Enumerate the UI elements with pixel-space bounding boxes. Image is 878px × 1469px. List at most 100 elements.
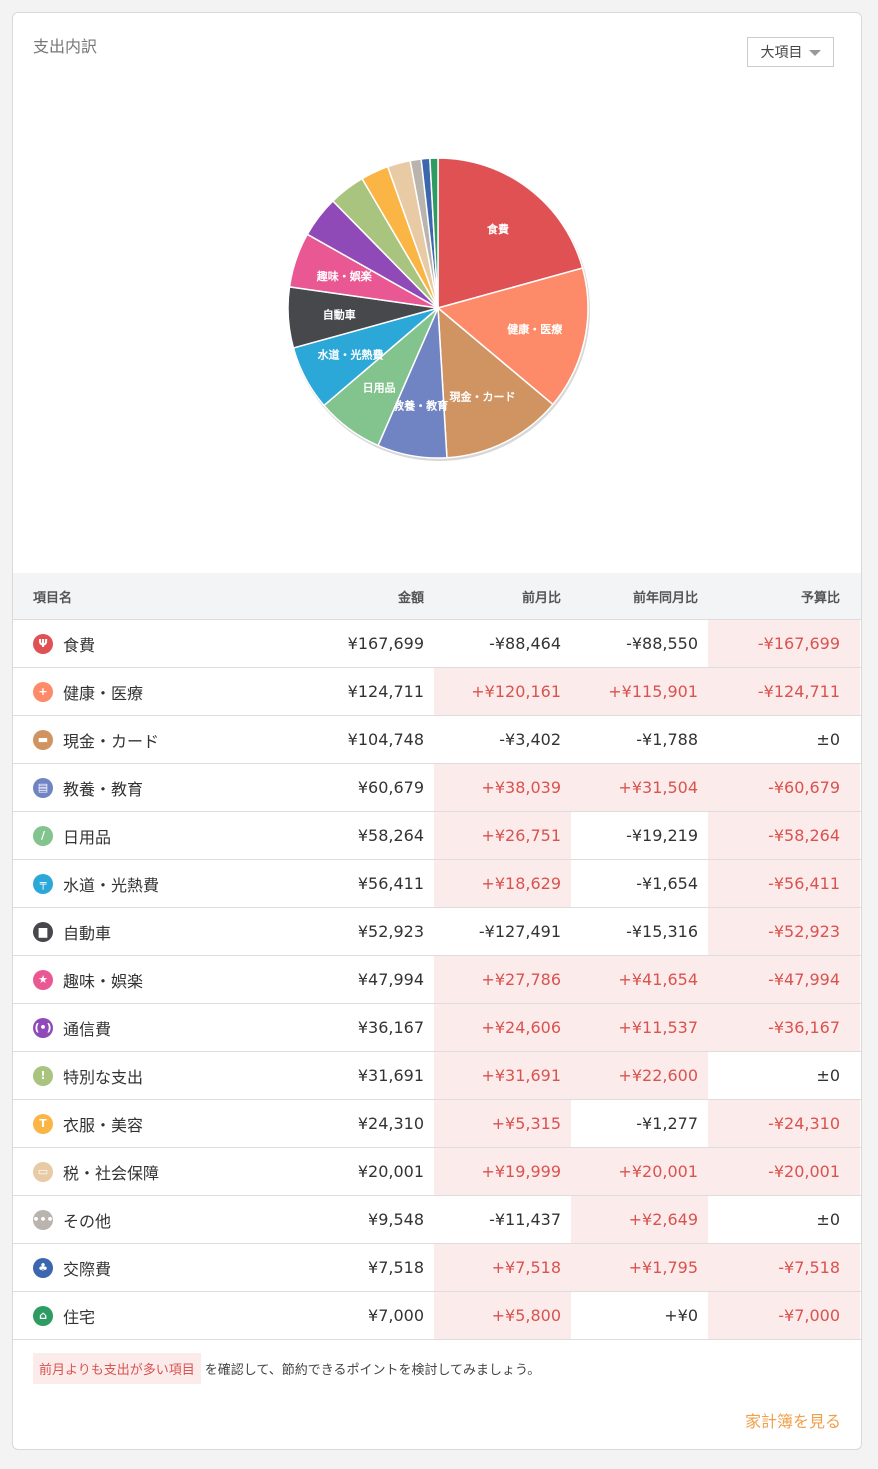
- pie-slice-label: 現金・カード: [449, 389, 515, 403]
- pie-slice[interactable]: [429, 157, 439, 309]
- pie-slice-label: 教養・教育: [392, 398, 448, 412]
- pie-slice-label: 健康・医療: [507, 322, 563, 336]
- table-row: ▤ 教養・教育 ¥60,679 +¥38,039 +¥31,504 -¥60,679: [13, 764, 861, 812]
- row-budget: -¥7,000: [708, 1292, 860, 1339]
- row-category: + 健康・医療: [13, 668, 284, 715]
- antenna-icon: ((•)): [29, 1017, 57, 1038]
- row-mom: +¥5,315: [434, 1100, 571, 1147]
- house-icon: ⌂: [33, 1305, 53, 1326]
- table-row: ••• その他 ¥9,548 -¥11,437 +¥2,649 ±0: [13, 1196, 861, 1244]
- row-budget: ±0: [816, 730, 840, 749]
- row-yoy: +¥115,901: [571, 668, 708, 715]
- expense-table: 項目名 金額 前月比 前年同月比 予算比 Ψ 食費 ¥167,699 -¥88,464…: [13, 573, 861, 1340]
- row-yoy: +¥2,649: [571, 1196, 708, 1243]
- pie-slice-label: 水道・光熱費: [318, 347, 384, 361]
- row-yoy: -¥15,316: [626, 922, 698, 941]
- table-row: ▭ 税・社会保障 ¥20,001 +¥19,999 +¥20,001 -¥20,001: [13, 1148, 861, 1196]
- row-category: ⌂ 住宅: [13, 1292, 284, 1339]
- row-budget: -¥60,679: [708, 764, 860, 811]
- card-title: 支出内訳: [33, 37, 98, 56]
- row-amount: ¥9,548: [368, 1210, 424, 1229]
- table-row: ⌂ 住宅 ¥7,000 +¥5,800 +¥0 -¥7,000: [13, 1292, 861, 1340]
- book-icon: ▤: [33, 777, 53, 798]
- row-yoy: +¥1,795: [571, 1244, 708, 1291]
- toothbrush-icon: /: [33, 825, 53, 846]
- row-category-label: 日用品: [63, 827, 112, 847]
- row-yoy: +¥22,600: [571, 1052, 708, 1099]
- row-mom: +¥7,518: [434, 1244, 571, 1291]
- row-category: / 日用品: [13, 812, 284, 859]
- row-mom: +¥27,786: [434, 956, 571, 1003]
- table-row: ((•)) 通信費 ¥36,167 +¥24,606 +¥11,537 -¥36,167: [13, 1004, 861, 1052]
- dots-icon: •••: [32, 1209, 54, 1230]
- row-yoy: -¥1,277: [636, 1114, 698, 1133]
- row-mom: +¥120,161: [434, 668, 571, 715]
- row-category: ▤ 教養・教育: [13, 764, 284, 811]
- row-amount: ¥104,748: [347, 730, 424, 749]
- row-category-label: 自動車: [63, 923, 112, 943]
- chevron-down-icon: [808, 50, 821, 56]
- header-amount: 金額: [397, 590, 424, 606]
- pie-slice-label: 日用品: [363, 382, 396, 395]
- pie-slice[interactable]: [436, 267, 589, 406]
- faucet-icon: ╤: [33, 873, 53, 894]
- row-category: ╤ 水道・光熱費: [13, 860, 284, 907]
- row-category-label: 衣服・美容: [63, 1115, 144, 1135]
- row-budget: ±0: [816, 1210, 840, 1229]
- row-amount: ¥7,518: [368, 1258, 424, 1277]
- table-row: ▬ 現金・カード ¥104,748 -¥3,402 -¥1,788 ±0: [13, 716, 861, 764]
- row-amount: ¥7,000: [368, 1306, 424, 1325]
- row-amount: ¥31,691: [357, 1066, 424, 1085]
- row-category: T 衣服・美容: [13, 1100, 284, 1147]
- table-row: ★ 趣味・娯楽 ¥47,994 +¥27,786 +¥41,654 -¥47,994: [13, 956, 861, 1004]
- row-mom: -¥11,437: [489, 1210, 561, 1229]
- row-mom: +¥38,039: [434, 764, 571, 811]
- row-category-label: 水道・光熱費: [63, 875, 160, 895]
- row-yoy: -¥1,788: [636, 730, 698, 749]
- header-yoy: 前年同月比: [632, 590, 698, 606]
- row-yoy: -¥1,654: [636, 874, 698, 893]
- row-budget: -¥20,001: [708, 1148, 860, 1195]
- row-mom: +¥19,999: [434, 1148, 571, 1195]
- row-mom: +¥31,691: [434, 1052, 571, 1099]
- row-amount: ¥124,711: [347, 682, 424, 701]
- people-icon: ♣: [33, 1257, 53, 1278]
- row-yoy: +¥0: [664, 1306, 698, 1325]
- row-category: ! 特別な支出: [13, 1052, 284, 1099]
- row-category-label: 通信費: [63, 1019, 112, 1039]
- row-mom: +¥24,606: [434, 1004, 571, 1051]
- table-row: T 衣服・美容 ¥24,310 +¥5,315 -¥1,277 -¥24,310: [13, 1100, 861, 1148]
- table-row: ♣ 交際費 ¥7,518 +¥7,518 +¥1,795 -¥7,518: [13, 1244, 861, 1292]
- dropdown-label: 大項目: [760, 45, 803, 61]
- row-mom: +¥5,800: [434, 1292, 571, 1339]
- pie-slice-label: 自動車: [323, 307, 356, 321]
- row-yoy: +¥11,537: [571, 1004, 708, 1051]
- row-yoy: +¥31,504: [571, 764, 708, 811]
- row-category-label: 現金・カード: [63, 731, 160, 751]
- table-row: + 健康・医療 ¥124,711 +¥120,161 +¥115,901 -¥124,71…: [13, 668, 861, 716]
- view-household-book-link[interactable]: 家計簿を見る: [744, 1412, 841, 1431]
- row-budget: -¥58,264: [708, 812, 860, 859]
- table-row: ╤ 水道・光熱費 ¥56,411 +¥18,629 -¥1,654 -¥56,411: [13, 860, 861, 908]
- header-mom: 前月比: [521, 590, 561, 606]
- row-budget: -¥7,518: [708, 1244, 860, 1291]
- row-amount: ¥56,411: [357, 874, 424, 893]
- row-yoy: +¥20,001: [571, 1148, 708, 1195]
- pie-slice[interactable]: [437, 157, 584, 309]
- category-level-dropdown[interactable]: 大項目: [747, 37, 834, 67]
- pie-slice[interactable]: [437, 306, 554, 459]
- row-amount: ¥167,699: [347, 634, 424, 653]
- row-budget: -¥36,167: [708, 1004, 860, 1051]
- row-amount: ¥36,167: [357, 1018, 424, 1037]
- table-row: ▆ 自動車 ¥52,923 -¥127,491 -¥15,316 -¥52,923: [13, 908, 861, 956]
- row-budget: -¥167,699: [708, 620, 860, 667]
- table-row: Ψ 食費 ¥167,699 -¥88,464 -¥88,550 -¥167,699: [13, 620, 861, 668]
- header-budget: 予算比: [800, 590, 840, 606]
- row-budget: -¥24,310: [708, 1100, 860, 1147]
- row-category: Ψ 食費: [13, 620, 284, 667]
- row-category-label: 交際費: [63, 1259, 112, 1279]
- row-category: ▬ 現金・カード: [13, 716, 284, 763]
- table-header: 項目名 金額 前月比 前年同月比 予算比: [13, 573, 861, 620]
- row-amount: ¥47,994: [357, 970, 424, 989]
